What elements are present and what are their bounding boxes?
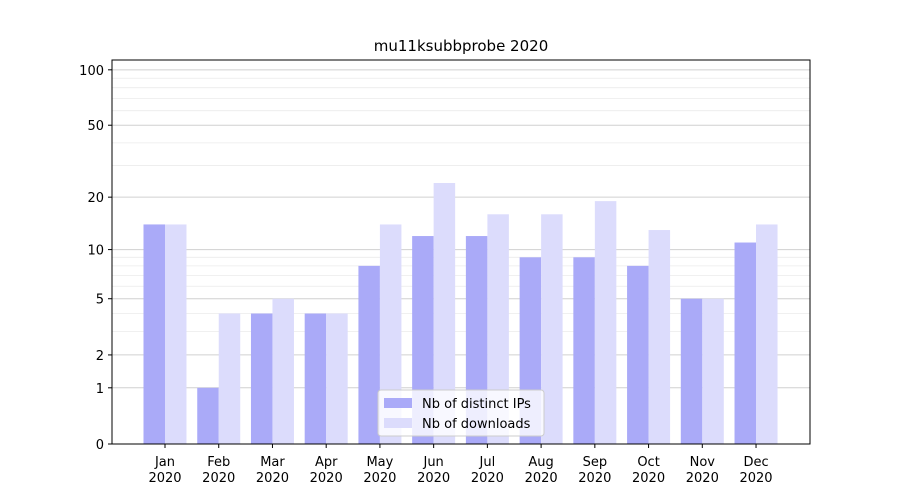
legend-label: Nb of downloads	[422, 417, 531, 432]
bar	[627, 265, 649, 444]
bar	[304, 313, 327, 444]
y-tick-label: 5	[96, 293, 104, 308]
bar	[326, 313, 348, 444]
y-tick-label: 0	[96, 438, 104, 453]
bar	[573, 257, 595, 444]
bar	[756, 224, 778, 444]
bar	[702, 298, 724, 444]
x-tick-label: Nov 2020	[686, 455, 719, 486]
y-tick-label: 100	[79, 64, 104, 79]
legend-swatch	[384, 398, 412, 408]
bar	[487, 214, 509, 444]
x-tick-label: Jul 2020	[471, 455, 504, 486]
legend-swatch	[384, 418, 412, 428]
plot-frame	[111, 59, 811, 445]
x-tick-label: Apr 2020	[310, 455, 343, 486]
bar	[541, 214, 563, 444]
legend: Nb of distinct IPs Nb of downloads	[377, 389, 545, 437]
bar	[680, 298, 703, 444]
bar	[433, 183, 456, 445]
bar	[379, 224, 402, 444]
y-tick-label: 50	[87, 119, 104, 134]
x-tick-label: Jun 2020	[417, 455, 450, 486]
bar	[272, 298, 294, 444]
x-tick-label: Jan 2020	[148, 455, 181, 486]
x-tick-label: Oct 2020	[632, 455, 665, 486]
x-tick-label: Dec 2020	[739, 455, 772, 486]
x-tick-label: Mar 2020	[256, 455, 289, 486]
chart-title: mu11ksubbprobe 2020	[374, 37, 549, 55]
bar	[648, 230, 671, 444]
bar	[250, 313, 273, 444]
x-tick-label: Feb 2020	[202, 455, 235, 486]
x-tick-label: May 2020	[363, 455, 396, 486]
y-tick-label: 20	[87, 191, 104, 206]
y-tick-label: 2	[96, 349, 104, 364]
bar	[197, 387, 219, 444]
y-tick-label: 10	[87, 244, 104, 259]
y-tick-label: 1	[96, 382, 104, 397]
x-tick-label: Aug 2020	[525, 455, 558, 486]
bar	[358, 265, 380, 444]
bar	[594, 201, 617, 444]
legend-box	[377, 389, 545, 437]
bar	[218, 313, 241, 444]
bar	[165, 224, 187, 444]
bar	[143, 224, 165, 444]
bar	[734, 242, 757, 444]
legend-label: Nb of distinct IPs	[422, 397, 531, 412]
x-tick-label: Sep 2020	[578, 455, 611, 486]
